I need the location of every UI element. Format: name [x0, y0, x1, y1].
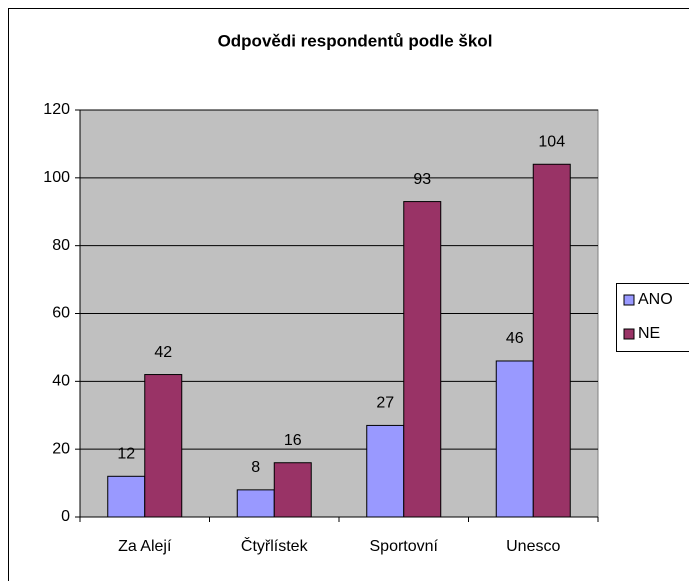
- legend-label: ANO: [638, 291, 673, 308]
- y-tick-label: 80: [52, 237, 70, 254]
- data-label: 27: [376, 395, 394, 412]
- bar: [107, 475, 146, 518]
- y-tick-label: 0: [61, 508, 70, 525]
- legend-label: NE: [638, 325, 660, 342]
- data-label: 12: [117, 446, 135, 463]
- bar: [273, 462, 312, 518]
- y-tick-label: 60: [52, 305, 70, 322]
- data-label: 104: [538, 133, 565, 150]
- bar: [144, 374, 183, 518]
- bar: [495, 360, 534, 518]
- legend-swatch: [623, 328, 635, 340]
- data-label: 46: [506, 330, 524, 347]
- y-tick-label: 40: [52, 373, 70, 390]
- data-label: 8: [251, 459, 260, 476]
- x-tick-label: Za Alejí: [118, 538, 172, 555]
- x-tick-label: Čtyřlístek: [241, 536, 309, 555]
- chart-title: Odpovědi respondentů podle škol: [218, 31, 493, 50]
- y-tick-label: 120: [43, 101, 70, 118]
- data-label: 42: [154, 344, 172, 361]
- bar: [532, 163, 571, 518]
- bar: [403, 201, 442, 518]
- legend-swatch: [623, 294, 635, 306]
- y-tick-label: 100: [43, 169, 70, 186]
- data-label: 93: [413, 171, 431, 188]
- x-tick-label: Unesco: [506, 538, 560, 555]
- bar: [236, 489, 275, 518]
- x-tick-label: Sportovní: [370, 538, 439, 555]
- bar: [366, 424, 405, 518]
- y-tick-label: 20: [52, 440, 70, 457]
- data-label: 16: [284, 432, 302, 449]
